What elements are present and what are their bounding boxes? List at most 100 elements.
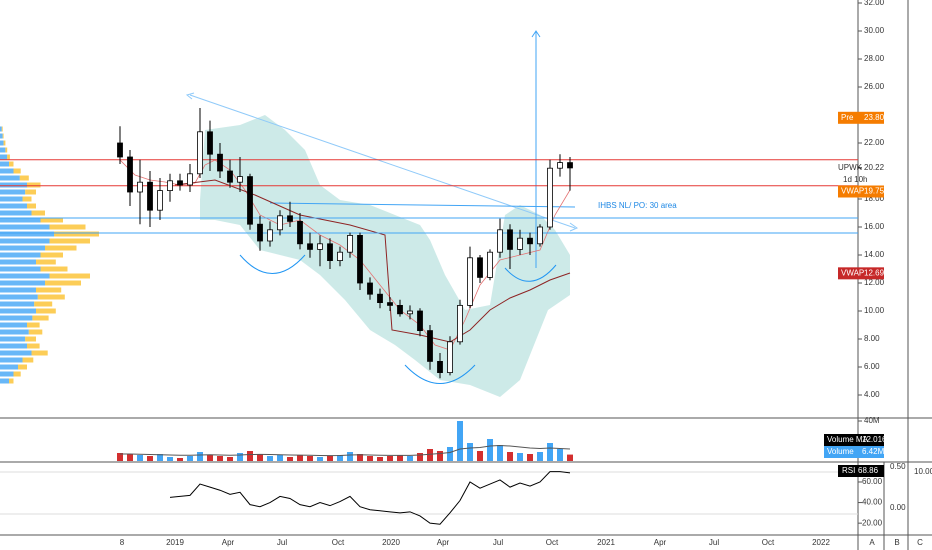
candle-body [117, 142, 123, 158]
candle-body [557, 162, 563, 169]
profile-bar [13, 168, 21, 174]
price-tag-value: 12.69 [864, 268, 885, 277]
volume-bar [287, 457, 293, 461]
candle-body [547, 167, 553, 228]
candle-body [127, 156, 133, 193]
candle-body [237, 176, 243, 183]
profile-bar [0, 252, 41, 258]
volume-bar [537, 452, 543, 461]
candle-body [377, 293, 383, 304]
profile-bar [13, 371, 21, 377]
y-tick-label: 28.00 [864, 54, 885, 63]
volume-bar [417, 453, 423, 461]
profile-bar [0, 364, 18, 370]
profile-bar [34, 301, 53, 307]
volume-bar [467, 443, 473, 461]
rsi-tag [838, 465, 884, 477]
profile-bar [19, 175, 29, 181]
extra-scale-label: 0.00 [890, 503, 906, 512]
price-tag-value: 23.80 [864, 113, 885, 122]
volume-bar [397, 455, 403, 461]
candle-body [157, 190, 163, 211]
volume-bar [197, 452, 203, 461]
x-tick-label: Oct [762, 538, 775, 547]
profile-bar [36, 287, 62, 293]
profile-bar [22, 357, 34, 363]
profile-bar [37, 294, 65, 300]
profile-bar [7, 154, 10, 160]
candle-body [537, 226, 543, 245]
profile-bar [0, 175, 20, 181]
profile-bar [2, 133, 4, 139]
profile-bar [54, 231, 99, 237]
candle-body [287, 215, 293, 222]
candle-body [407, 310, 413, 315]
axis-button[interactable]: B [894, 538, 899, 547]
x-tick-label: 2020 [382, 538, 400, 547]
candle-body [457, 304, 463, 343]
volume-bar [407, 456, 413, 461]
x-tick-label: Apr [654, 538, 667, 547]
x-tick-label: Oct [332, 538, 345, 547]
candle-body [317, 243, 323, 250]
x-tick-label: Oct [546, 538, 559, 547]
candle-body [527, 237, 533, 245]
candle-body [417, 310, 423, 332]
volume-bar [387, 456, 393, 461]
volume-bar [337, 455, 343, 461]
volume-tag [824, 434, 884, 446]
profile-bar [49, 224, 86, 230]
target-arrowhead [531, 30, 541, 38]
volume-bar [517, 453, 523, 461]
volume-bar [187, 456, 193, 461]
profile-bar [0, 343, 27, 349]
y-tick-label: 14.00 [864, 250, 885, 259]
profile-bar [0, 315, 33, 321]
candle-body [357, 234, 363, 284]
volume-bar [367, 456, 373, 461]
profile-bar [49, 238, 90, 244]
profile-bar [0, 378, 9, 384]
volume-tag-name: Volume [827, 447, 854, 456]
profile-bar [0, 350, 32, 356]
profile-bar [0, 168, 14, 174]
y-tick-label: 20.00 [862, 518, 883, 527]
profile-bar [25, 336, 36, 342]
y-tick-label: 26.00 [864, 82, 885, 91]
volume-bar [177, 458, 183, 461]
profile-bar [36, 259, 56, 265]
profile-bar [40, 266, 68, 272]
candle-body [197, 131, 203, 175]
y-tick-label: 40M [864, 416, 880, 425]
x-tick-label: 2019 [166, 538, 184, 547]
profile-bar [49, 273, 90, 279]
axis-button[interactable]: C [917, 538, 923, 547]
profile-bar [0, 322, 27, 328]
candle-body [167, 180, 173, 192]
volume-bar [217, 456, 223, 461]
profile-bar [40, 252, 63, 258]
profile-bar [3, 140, 6, 146]
trend-arrow [185, 92, 195, 100]
volume-bar [117, 453, 123, 461]
cup-arc [404, 364, 476, 384]
volume-bar [247, 451, 253, 461]
candle-body [267, 229, 273, 242]
profile-bar [5, 147, 8, 153]
neckline [269, 202, 576, 208]
price-tag [838, 185, 884, 198]
profile-bar [0, 196, 23, 202]
axis-button[interactable]: A [869, 538, 875, 547]
y-tick-label: 6.00 [864, 362, 880, 371]
volume-bar [137, 455, 143, 461]
profile-bar [0, 231, 54, 237]
volume-bar [147, 456, 153, 461]
volume-bar [457, 421, 463, 461]
profile-bar [0, 140, 4, 146]
volume-tag [824, 446, 884, 458]
x-tick-label: Apr [222, 538, 235, 547]
volume-bar [307, 456, 313, 461]
candle-body [477, 257, 483, 278]
price-tag-name: Pre [841, 113, 854, 122]
